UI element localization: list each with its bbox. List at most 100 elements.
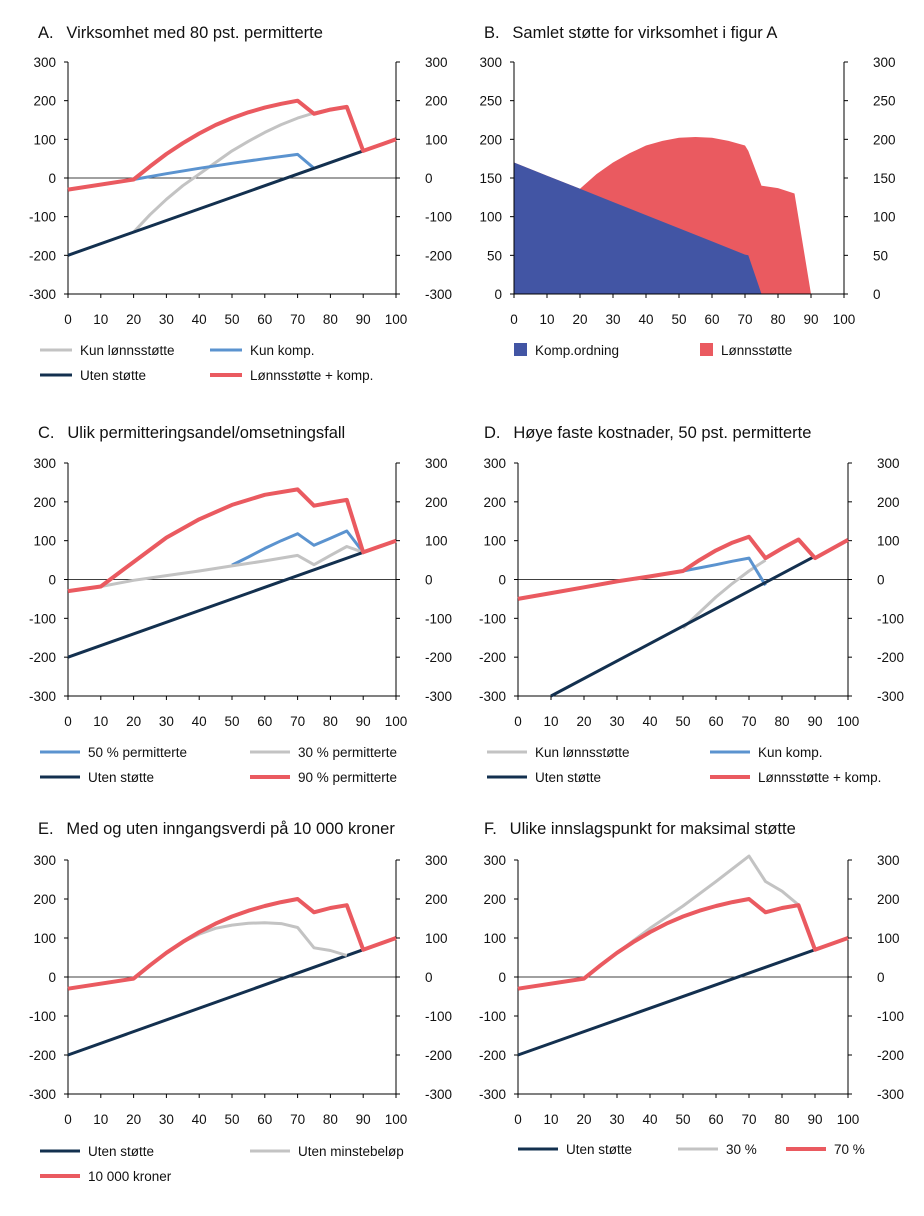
x-tick-label: 10 bbox=[93, 312, 108, 327]
y-tick-label-right: -300 bbox=[877, 1087, 904, 1102]
y-tick-label-left: 100 bbox=[33, 931, 56, 946]
y-tick-label-right: 0 bbox=[425, 970, 433, 985]
panel-title: A. Virksomhet med 80 pst. permitterte bbox=[38, 24, 323, 42]
y-tick-label-right: 250 bbox=[873, 94, 896, 109]
x-tick-label: 30 bbox=[159, 312, 174, 327]
series-line-s_blue bbox=[682, 556, 767, 587]
x-tick-label: 100 bbox=[385, 1112, 408, 1127]
legend-label: 70 % bbox=[834, 1142, 865, 1157]
x-tick-label: 80 bbox=[774, 714, 789, 729]
y-tick-label-left: 100 bbox=[33, 132, 56, 147]
series-line-s_gray bbox=[583, 854, 817, 980]
y-tick-label-left: 200 bbox=[33, 892, 56, 907]
y-tick-label-right: 200 bbox=[877, 495, 900, 510]
y-tick-label-right: -200 bbox=[877, 1048, 904, 1063]
x-tick-label: 0 bbox=[64, 714, 72, 729]
y-tick-label-left: 200 bbox=[479, 132, 502, 147]
legend-swatch-s_lonn bbox=[700, 343, 713, 356]
legend-label: Kun komp. bbox=[758, 745, 823, 760]
y-tick-label-left: 50 bbox=[487, 248, 502, 263]
series-line-s_navy bbox=[517, 936, 849, 1057]
y-tick-label-left: -200 bbox=[479, 1048, 506, 1063]
series-line-s_blue bbox=[133, 152, 315, 181]
x-tick-label: 70 bbox=[741, 714, 756, 729]
x-tick-label: 40 bbox=[642, 1112, 657, 1127]
y-tick-label-right: 100 bbox=[425, 931, 448, 946]
y-tick-label-right: 0 bbox=[873, 287, 881, 302]
series-line-s_gray bbox=[132, 106, 365, 234]
x-tick-label: 20 bbox=[126, 312, 141, 327]
legend-label: Lønnsstøtte bbox=[721, 343, 792, 358]
y-tick-label-right: -300 bbox=[425, 689, 452, 704]
x-tick-label: 90 bbox=[807, 714, 822, 729]
y-tick-label-right: -300 bbox=[877, 689, 904, 704]
y-tick-label-right: 100 bbox=[877, 534, 900, 549]
x-tick-label: 100 bbox=[385, 714, 408, 729]
x-tick-label: 90 bbox=[356, 312, 371, 327]
x-tick-label: 30 bbox=[159, 714, 174, 729]
x-tick-label: 60 bbox=[708, 714, 723, 729]
y-tick-label-left: 0 bbox=[48, 573, 56, 588]
x-tick-label: 50 bbox=[671, 312, 686, 327]
x-tick-label: 40 bbox=[638, 312, 653, 327]
y-tick-label-right: 50 bbox=[873, 248, 888, 263]
legend-label: 50 % permitterte bbox=[88, 745, 187, 760]
legend-label: 90 % permitterte bbox=[298, 770, 397, 785]
panel-E: E. Med og uten inngangsverdi på 10 000 k… bbox=[29, 820, 452, 1184]
x-tick-label: 90 bbox=[356, 1112, 371, 1127]
y-tick-label-left: -100 bbox=[29, 611, 56, 626]
y-tick-label-left: 0 bbox=[48, 171, 56, 186]
y-tick-label-left: -300 bbox=[29, 287, 56, 302]
y-tick-label-right: -200 bbox=[425, 248, 452, 263]
y-tick-label-left: 300 bbox=[33, 456, 56, 471]
x-tick-label: 100 bbox=[385, 312, 408, 327]
x-tick-label: 100 bbox=[837, 1112, 860, 1127]
x-tick-label: 40 bbox=[642, 714, 657, 729]
y-tick-label-left: 200 bbox=[33, 495, 56, 510]
x-tick-label: 20 bbox=[126, 1112, 141, 1127]
y-tick-label-left: -300 bbox=[29, 1087, 56, 1102]
x-tick-label: 80 bbox=[323, 1112, 338, 1127]
x-tick-label: 70 bbox=[290, 312, 305, 327]
y-tick-label-left: 150 bbox=[479, 171, 502, 186]
series-line-s_navy bbox=[550, 554, 816, 698]
x-tick-label: 50 bbox=[224, 312, 239, 327]
series-line-s_gray bbox=[100, 545, 364, 588]
x-tick-label: 70 bbox=[290, 1112, 305, 1127]
y-tick-label-left: -200 bbox=[29, 650, 56, 665]
x-tick-label: 100 bbox=[837, 714, 860, 729]
panel-D: D. Høye faste kostnader, 50 pst. permitt… bbox=[479, 424, 904, 785]
x-tick-label: 40 bbox=[192, 1112, 207, 1127]
x-tick-label: 70 bbox=[741, 1112, 756, 1127]
panel-title: B. Samlet støtte for virksomhet i figur … bbox=[484, 24, 777, 42]
panel-title: D. Høye faste kostnader, 50 pst. permitt… bbox=[484, 424, 811, 442]
y-tick-label-right: -100 bbox=[425, 1009, 452, 1024]
y-tick-label-left: 100 bbox=[479, 210, 502, 225]
y-tick-label-left: 300 bbox=[483, 853, 506, 868]
x-tick-label: 20 bbox=[576, 714, 591, 729]
y-tick-label-right: 300 bbox=[425, 456, 448, 471]
y-tick-label-right: 0 bbox=[425, 171, 433, 186]
y-tick-label-right: 100 bbox=[425, 132, 448, 147]
y-tick-label-left: 0 bbox=[48, 970, 56, 985]
y-tick-label-right: 200 bbox=[873, 132, 896, 147]
y-tick-label-right: 200 bbox=[425, 495, 448, 510]
panel-title: C. Ulik permitteringsandel/omsetningsfal… bbox=[38, 424, 345, 442]
y-tick-label-right: 300 bbox=[873, 55, 896, 70]
series-line-s_red bbox=[67, 897, 397, 991]
y-tick-label-left: 300 bbox=[479, 55, 502, 70]
legend-swatch-s_komp bbox=[514, 343, 527, 356]
legend-label: Uten støtte bbox=[80, 368, 146, 383]
x-tick-label: 0 bbox=[510, 312, 518, 327]
y-tick-label-left: -100 bbox=[479, 1009, 506, 1024]
legend-label: 30 % bbox=[726, 1142, 757, 1157]
x-tick-label: 20 bbox=[572, 312, 587, 327]
y-tick-label-left: 300 bbox=[33, 55, 56, 70]
y-tick-label-right: 200 bbox=[425, 94, 448, 109]
x-tick-label: 10 bbox=[543, 1112, 558, 1127]
series-line-s_gray bbox=[681, 558, 767, 630]
x-tick-label: 10 bbox=[539, 312, 554, 327]
x-tick-label: 60 bbox=[257, 1112, 272, 1127]
y-tick-label-left: -200 bbox=[479, 650, 506, 665]
